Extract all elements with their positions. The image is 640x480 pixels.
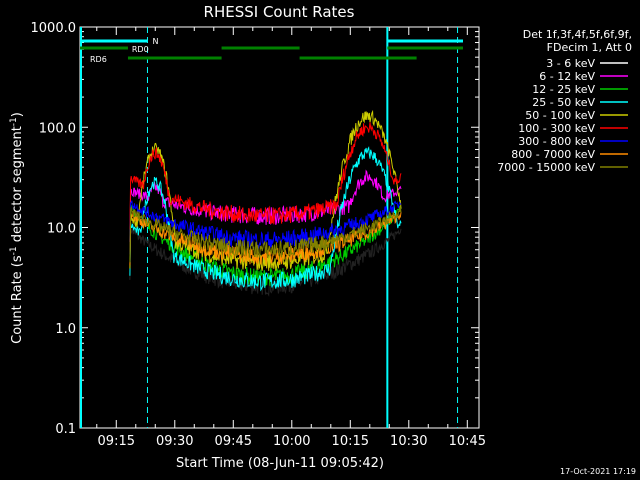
y-label-part2: detector segment xyxy=(10,126,25,246)
rd6-label: RD6 xyxy=(90,55,107,64)
y-tick-label: 1.0 xyxy=(55,322,76,337)
x-tick-label: 10:15 xyxy=(332,434,369,449)
y-label-part1: Count Rate (s xyxy=(10,255,25,344)
series-line xyxy=(129,146,402,292)
legend-label: 50 - 100 keV xyxy=(525,109,595,122)
legend-label: 3 - 6 keV xyxy=(546,57,595,70)
timestamp: 17-Oct-2021 17:19 xyxy=(560,467,636,476)
x-tick-label: 09:45 xyxy=(215,434,252,449)
legend-label: 100 - 300 keV xyxy=(518,122,595,135)
series-line xyxy=(129,200,402,255)
y-tick-label: 10.0 xyxy=(47,222,76,237)
legend-label: 300 - 800 keV xyxy=(518,135,595,148)
marker-lines xyxy=(80,27,459,428)
y-label-sup1: -1 xyxy=(9,246,19,255)
x-axis-label: Start Time (08-Jun-11 09:05:42) xyxy=(176,456,384,471)
x-tick-label: 10:45 xyxy=(449,434,486,449)
y-tick-label: 100.0 xyxy=(39,121,76,136)
y-axis-label: Count Rate (s-1 detector segment-1) xyxy=(9,112,25,344)
x-tick-label: 09:15 xyxy=(98,434,135,449)
legend-header-2: FDecim 1, Att 0 xyxy=(547,41,632,54)
rd0-label: RD0 xyxy=(132,45,149,54)
series-line xyxy=(129,206,402,263)
legend-header-1: Det 1f,3f,4f,5f,6f,9f, xyxy=(523,28,632,41)
y-label-sup2: -1 xyxy=(9,117,19,126)
legend-label: 7000 - 15000 keV xyxy=(497,161,595,174)
y-label-part3: ) xyxy=(10,112,25,117)
x-tick-label: 09:30 xyxy=(156,434,193,449)
legend-label: 800 - 7000 keV xyxy=(511,148,595,161)
axis-ticks: 09:15 09:30 09:45 10:00 10:15 10:30 10:45 0.1 1.… xyxy=(31,21,487,449)
plot-frame xyxy=(79,26,480,429)
series-line xyxy=(129,122,402,230)
legend-label: 6 - 12 keV xyxy=(539,70,595,83)
legend-label: 12 - 25 keV xyxy=(532,83,595,96)
annotations: RD0 RD6 N xyxy=(80,37,463,64)
chart-title: RHESSI Count Rates xyxy=(204,3,355,21)
data-series xyxy=(129,109,402,297)
night-label: N xyxy=(152,37,158,46)
series-line xyxy=(129,224,402,297)
legend-label: 25 - 50 keV xyxy=(532,96,595,109)
x-tick-label: 10:00 xyxy=(273,434,310,449)
x-tick-label: 10:30 xyxy=(390,434,427,449)
legend: Det 1f,3f,4f,5f,6f,9f, FDecim 1, Att 0 3… xyxy=(497,28,632,174)
y-tick-label: 0.1 xyxy=(55,422,76,437)
y-tick-label: 1000.0 xyxy=(31,21,77,36)
